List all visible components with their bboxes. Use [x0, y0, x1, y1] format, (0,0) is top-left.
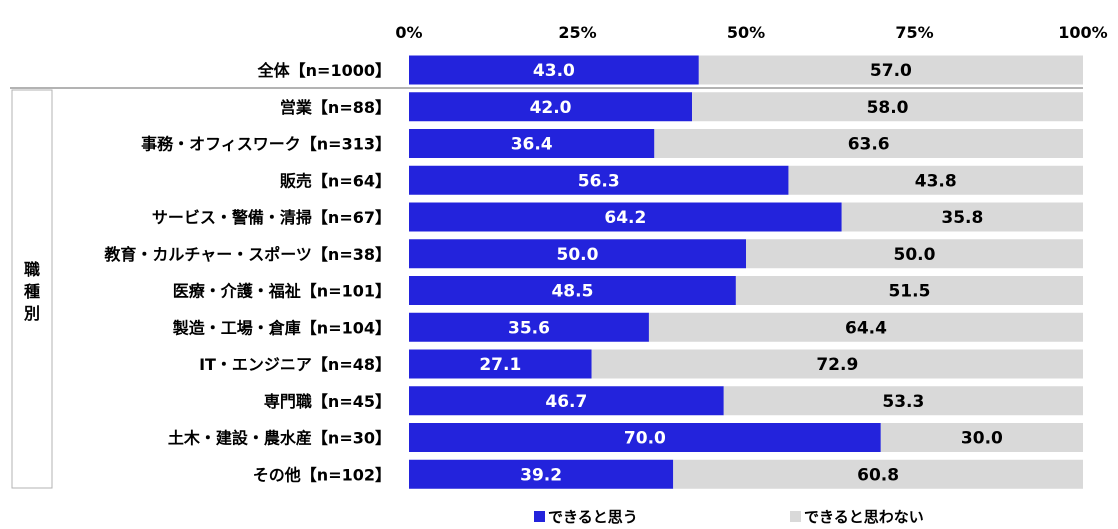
bar-series: 43.0 57.0 42.0 58.0 36.4 63.6 56.3 43.8 64.2 35.8… [409, 55, 1083, 489]
category-label: 製造・工場・倉庫【n=104】 [172, 318, 391, 337]
bar-segment-agree [409, 55, 699, 85]
bar-segment-disagree [692, 92, 1083, 122]
bar-segment-agree [409, 202, 842, 232]
bar-segment-disagree [591, 349, 1083, 379]
bar-segment-agree [409, 239, 746, 269]
data-label-agree: 56.3 [578, 171, 620, 191]
data-label-agree: 48.5 [551, 282, 593, 302]
bar-segment-disagree [723, 386, 1083, 416]
bar-segment-disagree [648, 312, 1083, 342]
data-label-agree: 27.1 [479, 355, 521, 375]
bar-segment-disagree [841, 202, 1083, 232]
bar-segment-agree [409, 92, 693, 122]
data-label-disagree: 64.4 [845, 318, 887, 338]
data-label-agree: 64.2 [604, 208, 646, 228]
bar-segment-agree [409, 129, 655, 158]
category-labels: 全体【n=1000】営業【n=88】事務・オフィスワーク【n=313】販売【n=… [104, 61, 391, 484]
category-label: 医療・介護・福祉【n=101】 [173, 282, 391, 301]
data-label-disagree: 35.8 [941, 208, 983, 228]
x-tick-label: 75% [895, 23, 933, 42]
bar-segment-agree [409, 165, 789, 195]
group-bracket [11, 89, 53, 489]
category-group: 職種別 [10, 87, 1083, 489]
category-label: 専門職【n=45】 [264, 392, 391, 411]
bar-segment-agree [409, 386, 724, 416]
data-label-disagree: 53.3 [882, 392, 924, 412]
group-label-char: 職 [24, 260, 40, 279]
data-label-disagree: 58.0 [867, 98, 909, 118]
data-label-disagree: 57.0 [870, 61, 912, 81]
data-label-agree: 50.0 [557, 245, 599, 265]
category-label: 教育・カルチャー・スポーツ【n=38】 [104, 245, 391, 264]
bar-segment-disagree [735, 276, 1083, 305]
bar-segment-agree [409, 423, 881, 452]
legend: できると思う できると思わない [534, 508, 924, 526]
legend-label-disagree: できると思わない [804, 508, 924, 526]
data-label-disagree: 30.0 [961, 429, 1003, 449]
bar-segment-disagree [880, 423, 1083, 452]
data-label-agree: 43.0 [533, 61, 575, 81]
category-label: 事務・オフィスワーク【n=313】 [141, 135, 391, 154]
bar-segment-disagree [654, 129, 1083, 158]
data-label-disagree: 43.8 [915, 171, 957, 191]
x-tick-label: 0% [395, 23, 422, 42]
data-label-disagree: 50.0 [894, 245, 936, 265]
bar-segment-agree [409, 276, 736, 305]
category-label: サービス・警備・清掃【n=67】 [152, 208, 391, 227]
category-label: その他【n=102】 [253, 465, 391, 484]
data-label-agree: 46.7 [545, 392, 587, 412]
legend-swatch-agree [534, 511, 545, 522]
bar-segment-agree [409, 349, 592, 379]
data-label-disagree: 63.6 [848, 135, 890, 155]
data-label-disagree: 72.9 [816, 355, 858, 375]
bar-segment-disagree [673, 459, 1083, 489]
category-label: 全体【n=1000】 [257, 61, 391, 80]
data-label-agree: 42.0 [530, 98, 572, 118]
group-label-char: 種 [24, 282, 40, 301]
data-label-agree: 36.4 [511, 135, 553, 155]
bar-segment-agree [409, 459, 674, 489]
legend-swatch-disagree [790, 511, 801, 522]
x-tick-label: 50% [727, 23, 765, 42]
x-axis-ticks: 0% 25% 50% 75% 100% [395, 23, 1107, 42]
data-label-agree: 35.6 [508, 318, 550, 338]
data-label-disagree: 60.8 [857, 465, 899, 485]
x-tick-label: 25% [558, 23, 596, 42]
bar-segment-disagree [788, 165, 1083, 195]
category-label: 販売【n=64】 [280, 171, 391, 190]
bar-segment-disagree [746, 239, 1083, 269]
x-tick-label: 100% [1058, 23, 1107, 42]
category-label: 営業【n=88】 [280, 98, 391, 117]
data-label-disagree: 51.5 [888, 282, 930, 302]
category-label: 土木・建設・農水産【n=30】 [168, 429, 391, 448]
data-label-agree: 70.0 [624, 429, 666, 449]
legend-label-agree: できると思う [548, 508, 638, 526]
category-label: IT・エンジニア【n=48】 [199, 355, 391, 374]
group-label-char: 別 [24, 304, 40, 323]
bar-segment-disagree [698, 55, 1083, 85]
data-label-agree: 39.2 [520, 465, 562, 485]
bar-segment-agree [409, 312, 649, 342]
